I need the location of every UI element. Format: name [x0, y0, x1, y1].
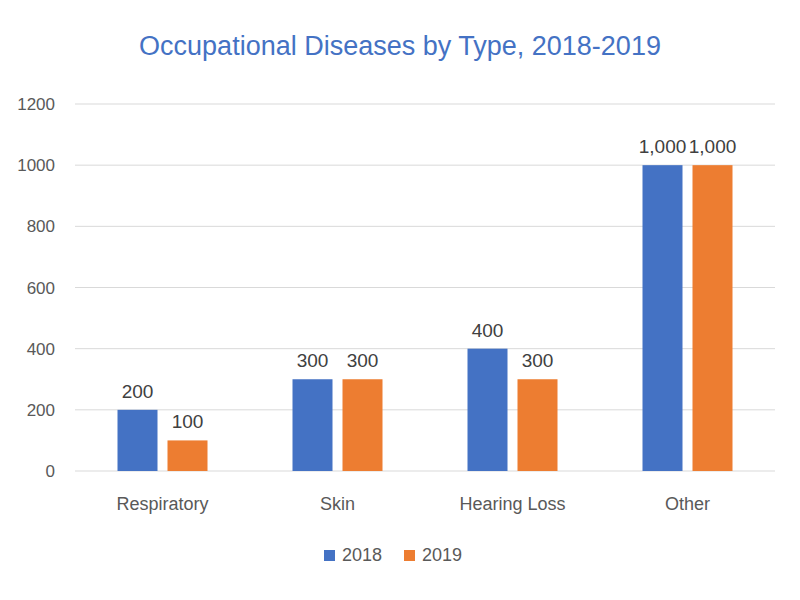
- data-label: 300: [522, 350, 554, 371]
- y-tick-label: 200: [27, 401, 55, 420]
- chart-svg: Occupational Diseases by Type, 2018-2019…: [0, 0, 800, 600]
- data-label: 300: [347, 350, 379, 371]
- legend-swatch: [324, 550, 335, 561]
- legend-label: 2019: [422, 545, 462, 565]
- data-label: 300: [297, 350, 329, 371]
- x-tick-label: Other: [665, 494, 710, 514]
- data-label: 1,000: [639, 136, 687, 157]
- y-tick-label: 400: [27, 340, 55, 359]
- y-tick-label: 600: [27, 279, 55, 298]
- data-labels: 200 100 300 300 400 300 1,0001,000: [122, 136, 737, 432]
- bar: [518, 379, 558, 471]
- y-tick-label: 1000: [17, 156, 55, 175]
- bars: [118, 165, 733, 471]
- bar: [168, 440, 208, 471]
- bar: [643, 165, 683, 471]
- bar: [118, 410, 158, 471]
- legend-swatch: [404, 550, 415, 561]
- bar: [343, 379, 383, 471]
- data-label: 100: [172, 411, 204, 432]
- data-label: 1,000: [689, 136, 737, 157]
- x-tick-label: Skin: [320, 494, 355, 514]
- grid-line: [75, 104, 775, 105]
- y-tick-label: 1200: [17, 95, 55, 114]
- bar: [293, 379, 333, 471]
- data-label: 200: [122, 381, 154, 402]
- bar: [693, 165, 733, 471]
- y-tick-label: 800: [27, 217, 55, 236]
- chart-container: Occupational Diseases by Type, 2018-2019…: [0, 0, 800, 600]
- x-tick-label: Respiratory: [116, 494, 208, 514]
- data-label: 400: [472, 320, 504, 341]
- bar: [468, 349, 508, 471]
- title: Occupational Diseases by Type, 2018-2019: [139, 31, 661, 61]
- legend-label: 2018: [342, 545, 382, 565]
- legend: 2018 2019: [324, 545, 462, 565]
- x-tick-label: Hearing Loss: [459, 494, 565, 514]
- y-tick-label: 0: [46, 462, 55, 481]
